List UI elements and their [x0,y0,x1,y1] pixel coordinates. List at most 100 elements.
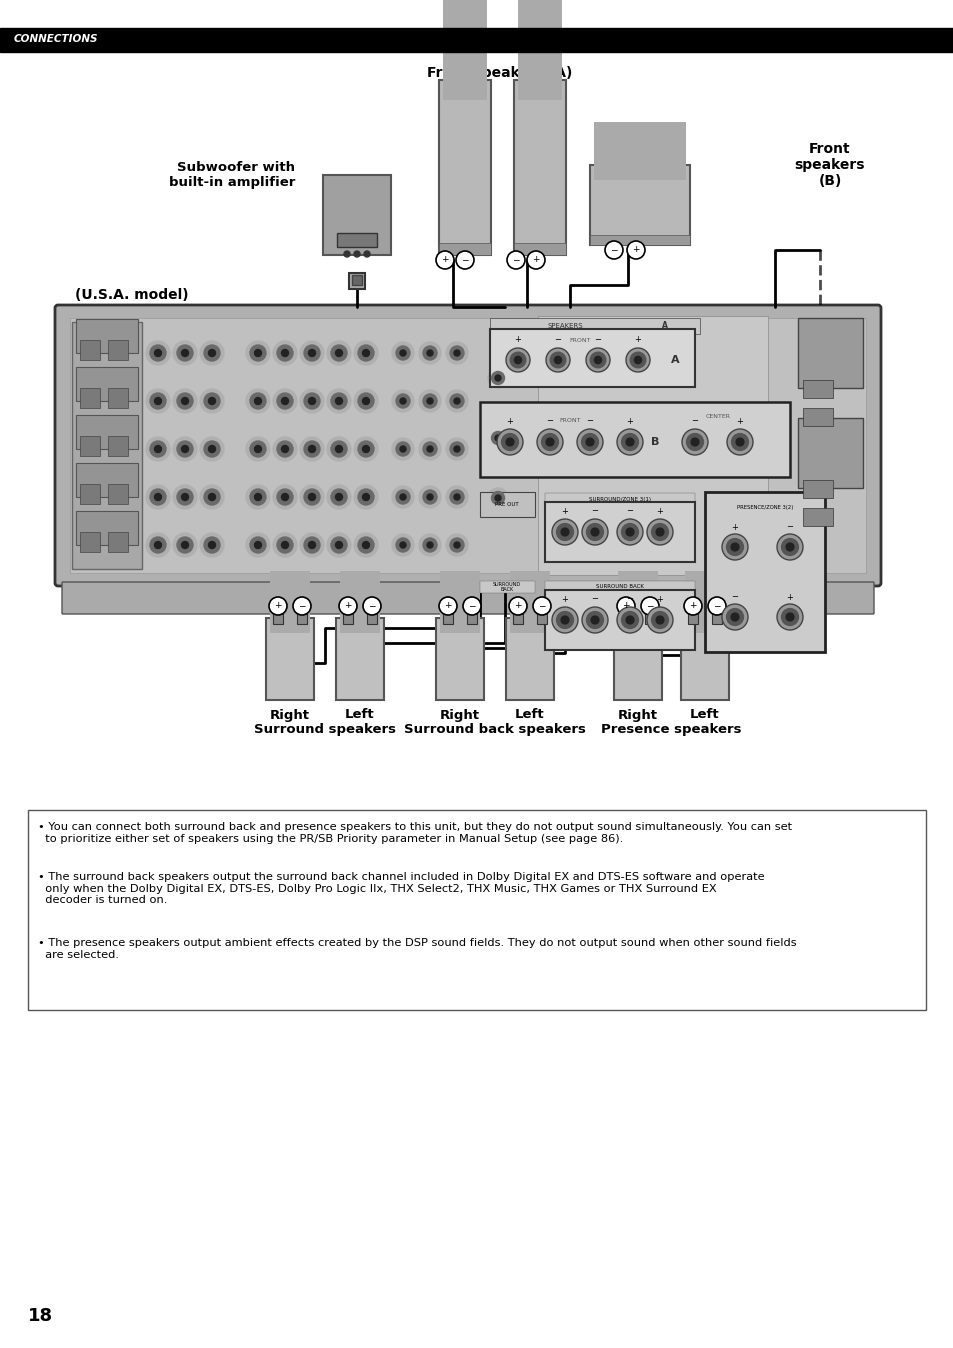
Circle shape [399,398,406,404]
Bar [680,617,728,700]
Circle shape [172,485,196,510]
Circle shape [327,390,351,412]
Text: −: − [591,594,598,604]
Text: (U.S.A. model): (U.S.A. model) [75,288,189,302]
Circle shape [586,612,603,628]
Circle shape [395,394,410,408]
Circle shape [181,445,189,453]
Circle shape [338,597,356,615]
Circle shape [462,597,480,615]
Circle shape [418,487,440,508]
Text: +: + [561,507,568,515]
Bar [442,613,453,624]
Circle shape [560,528,568,537]
Circle shape [209,445,215,453]
Circle shape [154,349,161,356]
Circle shape [362,398,369,404]
Circle shape [304,345,319,361]
Bar [108,340,128,360]
Bar [71,322,142,569]
Circle shape [554,356,561,364]
Circle shape [204,394,220,408]
Bar [644,613,655,624]
Circle shape [172,437,196,461]
Text: 18: 18 [28,1308,53,1325]
Bar [614,617,661,700]
Circle shape [299,485,324,510]
FancyBboxPatch shape [55,305,880,586]
Text: −: − [713,601,720,611]
Circle shape [505,348,530,372]
Circle shape [154,398,161,404]
Circle shape [585,348,609,372]
Circle shape [454,446,459,452]
Circle shape [273,341,296,365]
Circle shape [621,523,638,541]
Circle shape [630,352,645,368]
Circle shape [246,437,270,461]
Circle shape [354,532,377,557]
Bar [436,617,483,700]
Circle shape [308,398,315,404]
Circle shape [491,372,504,384]
Circle shape [446,342,468,364]
Text: −: − [594,336,601,345]
Circle shape [354,485,377,510]
Circle shape [501,434,517,450]
Circle shape [204,441,220,457]
Circle shape [150,489,166,506]
Text: +: + [274,601,281,611]
Text: Presence speakers: Presence speakers [600,724,740,736]
Bar [273,613,283,624]
Text: +: + [344,601,352,611]
Bar [711,613,721,624]
Circle shape [625,348,649,372]
Bar [620,613,630,624]
Text: Surround back speakers: Surround back speakers [404,724,585,736]
Circle shape [591,616,598,624]
Text: −: − [546,417,553,426]
Circle shape [604,241,622,259]
Circle shape [246,532,270,557]
Text: Front
speakers
(B): Front speakers (B) [794,142,864,189]
Circle shape [418,390,440,412]
Circle shape [250,489,266,506]
Circle shape [154,542,161,549]
Circle shape [541,434,558,450]
Text: −: − [645,601,653,611]
Text: +: + [656,507,662,515]
Circle shape [640,597,659,615]
Circle shape [491,431,504,445]
Circle shape [427,350,433,356]
Circle shape [392,438,414,460]
Circle shape [335,493,342,500]
Circle shape [299,532,324,557]
Circle shape [721,534,747,559]
Circle shape [246,485,270,510]
Text: • You can connect both surround back and presence speakers to this unit, but the: • You can connect both surround back and… [38,822,791,844]
Bar [687,613,698,624]
Circle shape [591,528,598,537]
Circle shape [269,597,287,615]
Circle shape [299,390,324,412]
Circle shape [730,543,739,551]
Circle shape [335,445,342,453]
Circle shape [488,488,507,508]
Text: A: A [670,355,679,365]
Circle shape [506,251,524,270]
Text: +: + [621,601,629,611]
Circle shape [281,493,288,500]
Circle shape [707,597,725,615]
Circle shape [626,241,644,259]
Circle shape [392,487,414,508]
Circle shape [556,612,573,628]
Circle shape [172,532,196,557]
Circle shape [335,398,342,404]
Circle shape [276,537,293,553]
Bar [544,501,695,562]
Bar [537,613,546,624]
Text: +: + [632,245,639,255]
Bar [76,415,138,449]
Circle shape [327,341,351,365]
Circle shape [281,445,288,453]
